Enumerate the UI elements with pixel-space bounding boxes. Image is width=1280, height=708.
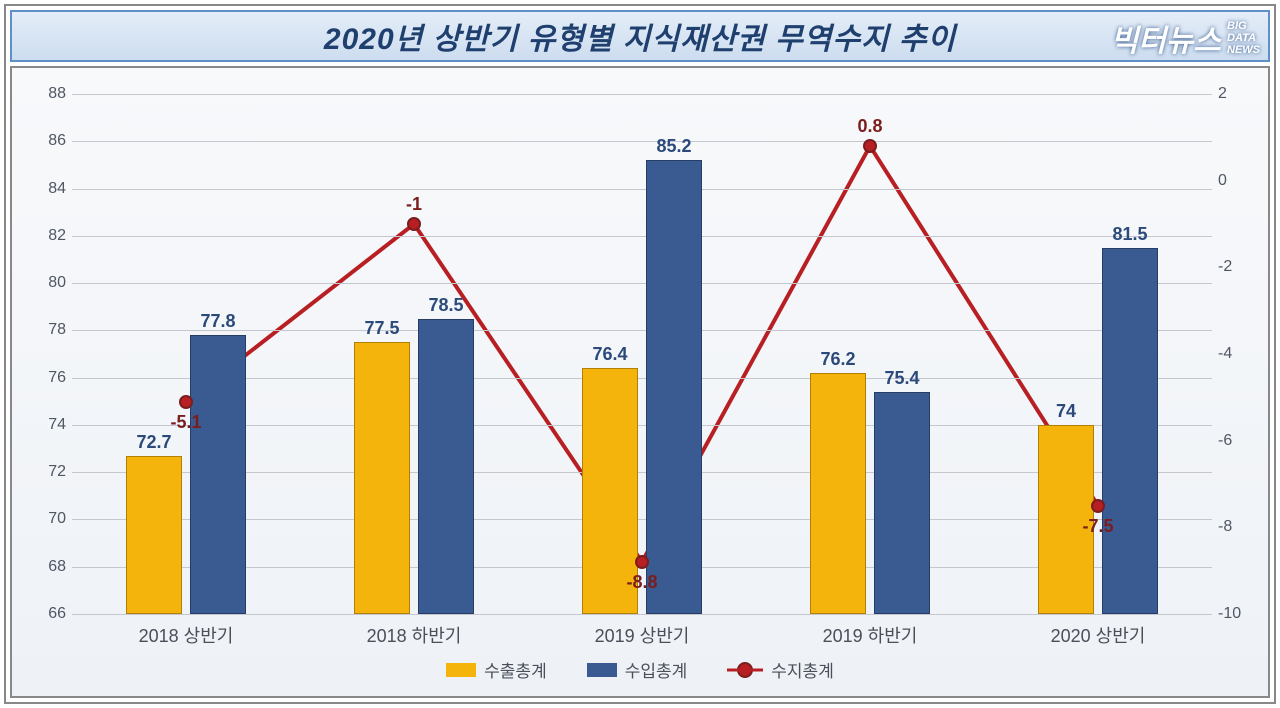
y-right-tick: -10 xyxy=(1218,605,1268,623)
y-left-tick: 84 xyxy=(16,180,66,198)
y-left-tick: 74 xyxy=(16,416,66,434)
bar-import-label: 77.8 xyxy=(200,311,235,332)
plot-frame: 66 68 70 72 74 76 78 80 82 84 86 88 -10 -8 -6 -4 -2 0 2 201… xyxy=(10,66,1270,698)
bar-import-label: 78.5 xyxy=(428,295,463,316)
bar-import xyxy=(1102,248,1158,614)
balance-point xyxy=(1091,499,1105,513)
y-left-tick: 80 xyxy=(16,274,66,292)
y-right-tick: -2 xyxy=(1218,258,1268,276)
y-left-tick: 66 xyxy=(16,605,66,623)
legend-label-balance: 수지총계 xyxy=(771,657,834,682)
y-left-tick: 72 xyxy=(16,463,66,481)
legend-swatch-balance xyxy=(727,663,763,677)
balance-label: -5.1 xyxy=(170,412,201,433)
logo-sub-1: BIG xyxy=(1227,20,1260,32)
y-right-tick: 0 xyxy=(1218,172,1268,190)
logo-sub-2: DATA xyxy=(1227,32,1260,44)
x-tick: 2019 상반기 xyxy=(595,622,690,648)
logo: 빅터뉴스 BIG DATA NEWS xyxy=(1111,16,1260,60)
balance-point xyxy=(863,139,877,153)
bar-export-label: 76.2 xyxy=(820,349,855,370)
y-left-tick: 68 xyxy=(16,558,66,576)
balance-point xyxy=(179,395,193,409)
y-left-tick: 78 xyxy=(16,321,66,339)
legend-export: 수출총계 xyxy=(446,657,547,682)
balance-label: -1 xyxy=(406,194,422,215)
logo-main: 빅터뉴스 xyxy=(1111,16,1221,60)
bar-export xyxy=(126,456,182,614)
bar-export-label: 77.5 xyxy=(364,318,399,339)
balance-point xyxy=(407,217,421,231)
y-left-tick: 70 xyxy=(16,510,66,528)
balance-point xyxy=(635,555,649,569)
plot-area: 666870727476788082848688-10-8-6-4-202201… xyxy=(72,94,1212,614)
bar-import-label: 85.2 xyxy=(656,136,691,157)
y-left-tick: 82 xyxy=(16,227,66,245)
balance-label: -8.8 xyxy=(626,572,657,593)
y-right-tick: 2 xyxy=(1218,85,1268,103)
bar-export-label: 76.4 xyxy=(592,344,627,365)
logo-sub-3: NEWS xyxy=(1227,44,1260,56)
y-right-tick: -6 xyxy=(1218,432,1268,450)
legend-label-import: 수입총계 xyxy=(625,657,688,682)
y-right-tick: -8 xyxy=(1218,518,1268,536)
bar-import-label: 75.4 xyxy=(884,368,919,389)
y-left-tick: 86 xyxy=(16,132,66,150)
balance-label: 0.8 xyxy=(857,116,882,137)
legend-swatch-import xyxy=(587,663,617,677)
bar-import xyxy=(646,160,702,614)
legend-label-export: 수출총계 xyxy=(484,657,547,682)
bar-export-label: 74 xyxy=(1056,401,1076,422)
bar-export xyxy=(810,373,866,614)
title-bar: 2020년 상반기 유형별 지식재산권 무역수지 추이 xyxy=(10,10,1270,62)
legend: 수출총계 수입총계 수지총계 xyxy=(12,657,1268,682)
y-left-tick: 88 xyxy=(16,85,66,103)
legend-balance: 수지총계 xyxy=(727,657,834,682)
chart-title: 2020년 상반기 유형별 지식재산권 무역수지 추이 xyxy=(324,14,956,58)
x-tick: 2020 상반기 xyxy=(1051,622,1146,648)
x-tick: 2018 하반기 xyxy=(367,622,462,648)
bar-import-label: 81.5 xyxy=(1112,224,1147,245)
y-right-tick: -4 xyxy=(1218,345,1268,363)
x-tick: 2019 하반기 xyxy=(823,622,918,648)
bar-import xyxy=(190,335,246,614)
x-tick: 2018 상반기 xyxy=(139,622,234,648)
bar-export xyxy=(354,342,410,614)
bar-import xyxy=(874,392,930,614)
logo-sub: BIG DATA NEWS xyxy=(1227,20,1260,56)
bar-export-label: 72.7 xyxy=(136,432,171,453)
legend-import: 수입총계 xyxy=(587,657,688,682)
balance-label: -7.5 xyxy=(1082,516,1113,537)
legend-swatch-export xyxy=(446,663,476,677)
y-left-tick: 76 xyxy=(16,369,66,387)
bar-import xyxy=(418,319,474,614)
